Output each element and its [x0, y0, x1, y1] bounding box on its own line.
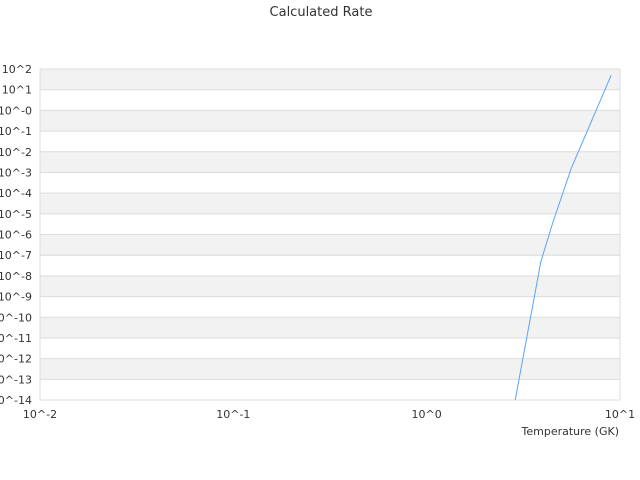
x-tick-label: 10^1 — [605, 408, 635, 421]
grid-band — [40, 234, 620, 256]
series-line — [514, 75, 612, 401]
y-tick-label: 10^-5 — [0, 208, 32, 221]
y-tick-label: 10^-1 — [0, 125, 32, 138]
grid-band — [40, 69, 620, 90]
x-tick-label: 10^-1 — [216, 408, 250, 421]
grid-band — [40, 275, 620, 297]
chart-title: Calculated Rate — [270, 5, 373, 20]
y-tick-label: 10^-2 — [0, 146, 32, 159]
x-tick-label: 10^0 — [412, 408, 442, 421]
grid-band — [40, 151, 620, 173]
x-tick-label: 10^-2 — [23, 408, 57, 421]
y-tick-label: 10^-9 — [0, 291, 32, 304]
grid-band — [40, 358, 620, 380]
y-tick-label: 10^1 — [2, 84, 32, 97]
y-tick-label: 10^-4 — [0, 187, 32, 200]
y-tick-label: 10^-11 — [0, 332, 32, 345]
y-tick-label: 10^2 — [2, 63, 32, 76]
y-tick-label: 10^-0 — [0, 104, 32, 117]
y-tick-label: 10^-7 — [0, 249, 32, 262]
y-tick-label: 10^-6 — [0, 229, 32, 242]
x-axis-label: Temperature (GK) — [521, 425, 620, 438]
grid-band — [40, 193, 620, 214]
y-tick-label: 10^-12 — [0, 353, 32, 366]
y-tick-label: 10^-10 — [0, 311, 32, 324]
y-tick-label: 10^-3 — [0, 166, 32, 179]
grid-band — [40, 110, 620, 132]
y-tick-label: 10^-13 — [0, 373, 32, 386]
y-tick-label: 10^-14 — [0, 394, 32, 407]
y-tick-label: 10^-8 — [0, 270, 32, 283]
grid-band — [40, 317, 620, 338]
